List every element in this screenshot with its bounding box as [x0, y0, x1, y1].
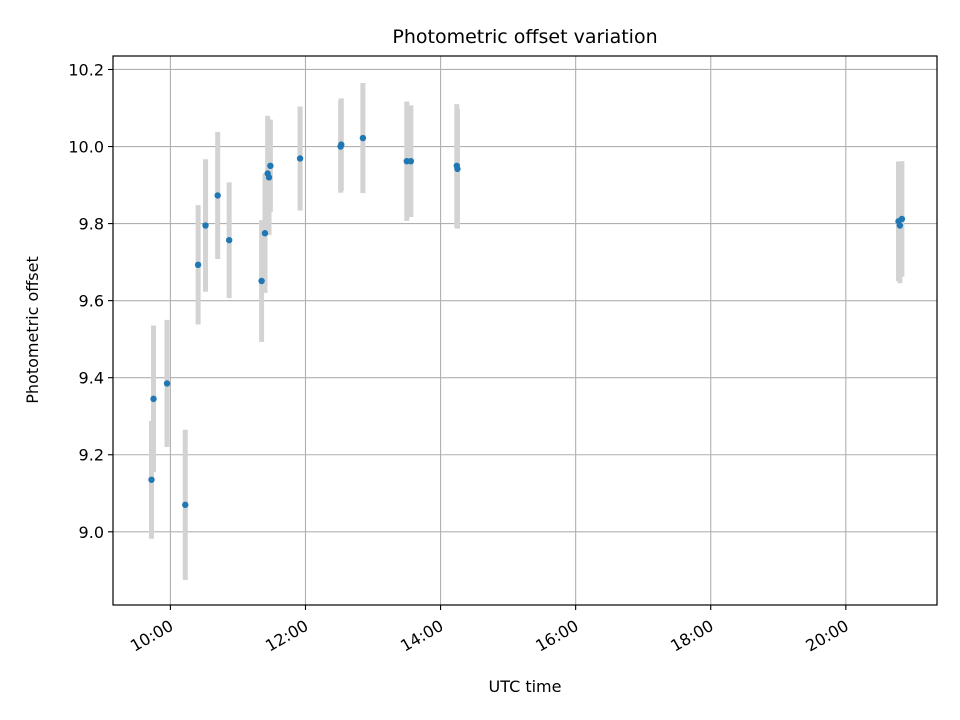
y-axis-ticks: 9.0 9.2 9.4 9.6 9.8 10.0 10.2 [68, 60, 113, 542]
data-point [225, 236, 233, 244]
data-point [202, 222, 209, 229]
data-point [148, 476, 155, 483]
data-point [896, 222, 904, 229]
y-tick-label: 10.0 [68, 138, 104, 157]
y-tick-label: 9.8 [79, 215, 104, 234]
y-tick-label: 9.6 [79, 292, 104, 311]
x-axis-label: UTC time [489, 677, 562, 696]
data-point [182, 501, 189, 509]
y-tick-label: 10.2 [68, 60, 104, 79]
data-point [261, 230, 269, 237]
data-point [214, 192, 221, 199]
data-point [194, 261, 202, 269]
data-points [148, 134, 906, 509]
y-axis-label: Photometric offset [23, 256, 42, 404]
data-point [267, 162, 274, 169]
data-point [898, 215, 906, 223]
data-point [407, 157, 415, 165]
y-tick-label: 9.4 [79, 369, 104, 388]
data-point [454, 165, 461, 173]
data-point [265, 174, 273, 181]
plot-frame [112, 55, 938, 606]
y-tick-label: 9.2 [79, 446, 104, 465]
data-point [296, 155, 304, 162]
chart-title: Photometric offset variation [392, 26, 657, 48]
data-point [163, 380, 171, 387]
data-point [359, 134, 367, 142]
data-point [150, 395, 157, 403]
y-tick-label: 9.0 [79, 523, 104, 542]
data-point [338, 141, 345, 148]
data-point [258, 277, 265, 285]
grid-lines [113, 56, 937, 605]
